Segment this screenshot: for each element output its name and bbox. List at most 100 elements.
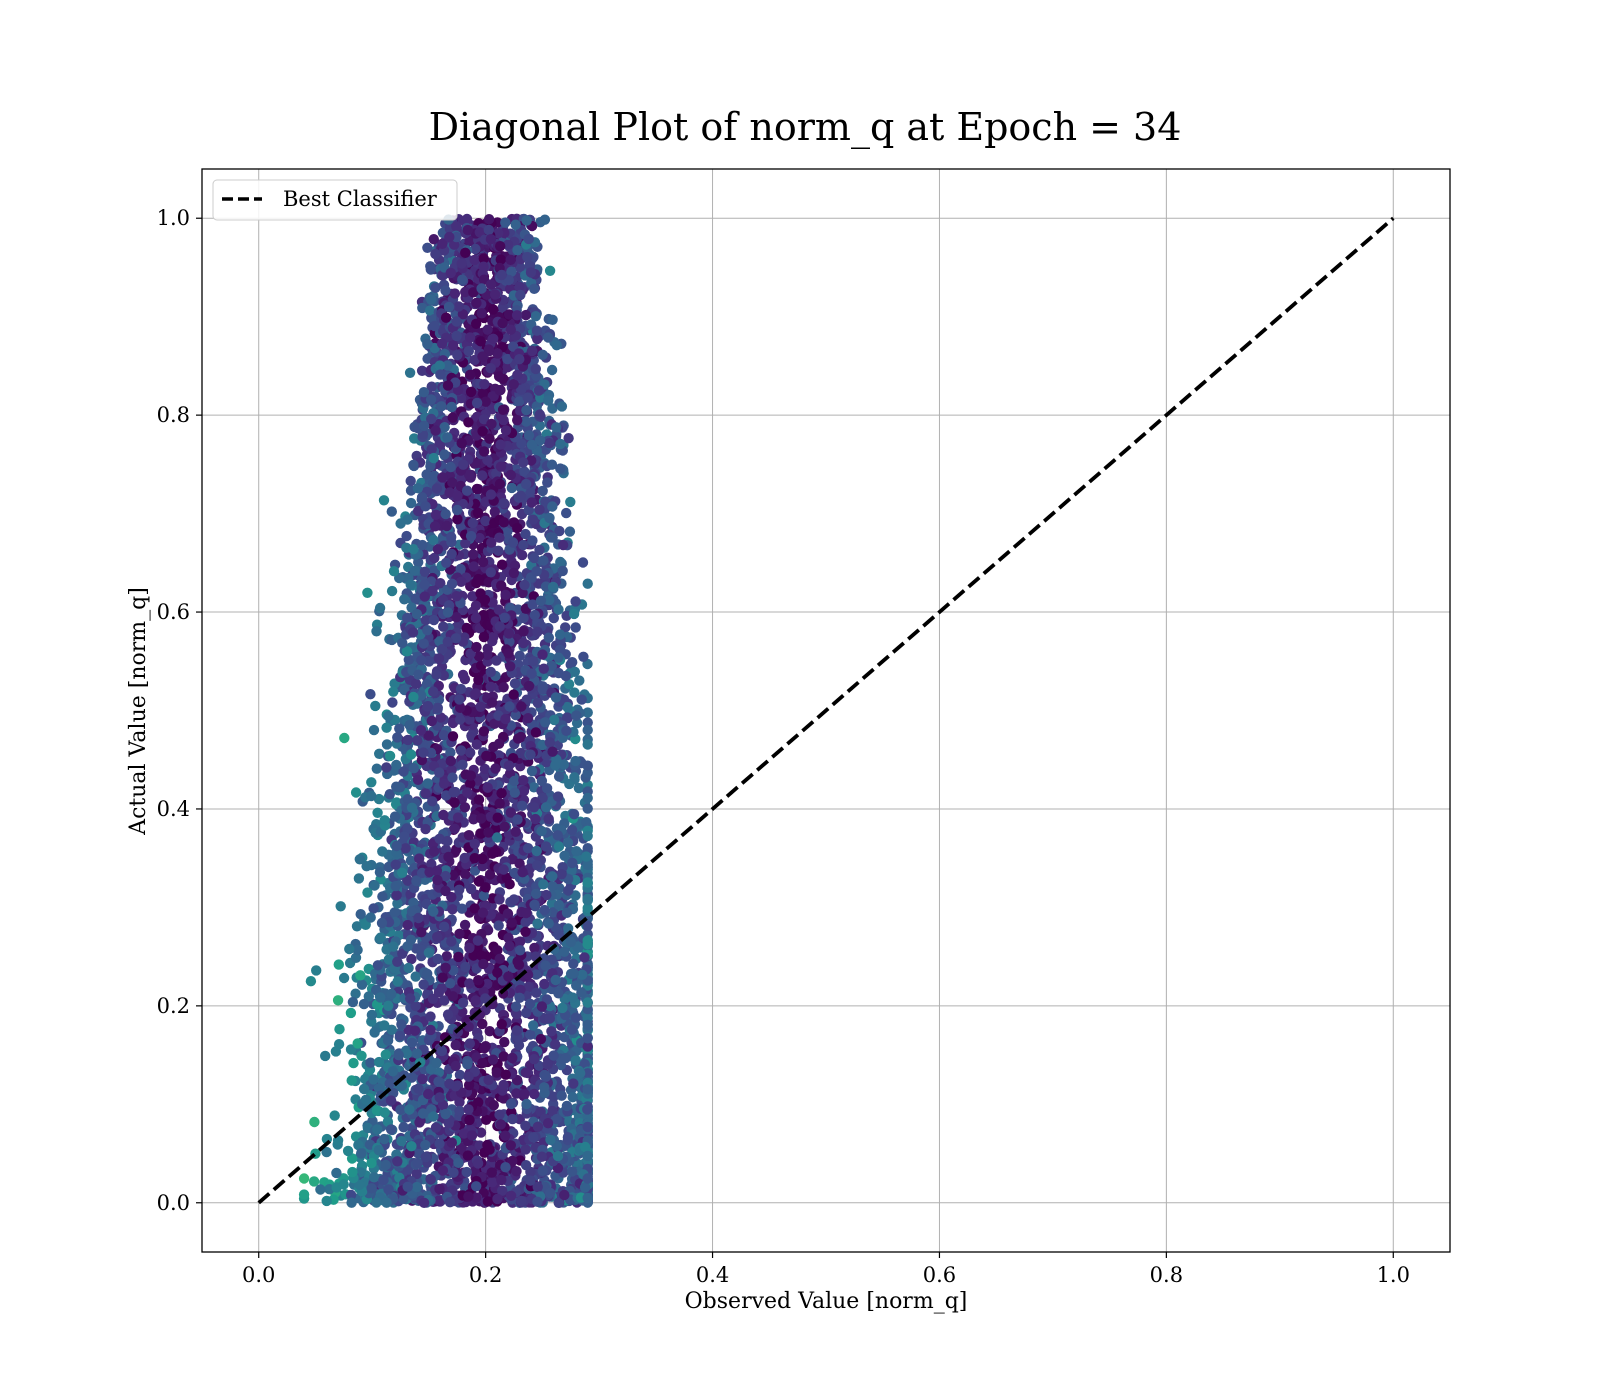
scatter-point — [309, 1116, 320, 1128]
scatter-point — [377, 891, 388, 902]
scatter-point — [446, 401, 457, 413]
scatter-point — [500, 1130, 511, 1141]
scatter-point — [366, 1009, 378, 1021]
scatter-point — [374, 867, 386, 878]
scatter-point — [515, 490, 527, 501]
scatter-point — [436, 401, 447, 412]
scatter-point — [570, 596, 581, 607]
scatter-point — [577, 557, 589, 568]
scatter-point — [543, 395, 554, 406]
scatter-point — [371, 763, 382, 774]
scatter-point — [460, 869, 471, 880]
scatter-point — [438, 621, 449, 632]
scatter-point — [395, 1104, 406, 1115]
scatter-point — [412, 735, 423, 746]
scatter-point — [512, 245, 523, 256]
scatter-point — [362, 887, 373, 898]
scatter-point — [338, 1179, 349, 1190]
scatter-point — [441, 557, 452, 568]
scatter-point — [551, 340, 562, 351]
scatter-point — [425, 1024, 436, 1036]
scatter-point — [446, 548, 457, 560]
scatter-point — [410, 678, 422, 689]
scatter-point — [518, 785, 530, 797]
scatter-point — [480, 515, 491, 527]
scatter-point — [391, 890, 402, 901]
scatter-point — [401, 530, 412, 542]
scatter-point — [514, 992, 525, 1003]
scatter-point — [471, 641, 482, 653]
scatter-point — [368, 724, 380, 736]
scatter-point — [426, 444, 437, 455]
scatter-point — [478, 726, 490, 737]
scatter-point — [308, 1176, 320, 1187]
scatter-point — [553, 652, 564, 663]
scatter-point — [433, 653, 445, 664]
scatter-point — [561, 507, 572, 519]
scatter-point — [582, 792, 593, 804]
scatter-point — [348, 1057, 359, 1069]
scatter-point — [409, 1025, 421, 1036]
scatter-point — [582, 578, 593, 589]
scatter-point — [559, 1189, 570, 1201]
scatter-point — [378, 495, 390, 506]
scatter-point — [559, 946, 570, 957]
scatter-point — [422, 338, 433, 350]
scatter-point — [379, 1133, 390, 1145]
scatter-point — [402, 919, 413, 931]
scatter-point — [436, 1045, 448, 1057]
scatter-point — [582, 939, 593, 950]
scatter-point — [442, 607, 454, 618]
scatter-point — [527, 345, 538, 357]
scatter-point — [374, 602, 386, 614]
scatter-point — [432, 874, 443, 886]
scatter-point — [518, 612, 529, 624]
scatter-point — [466, 1130, 478, 1141]
scatter-point — [442, 432, 453, 443]
scatter-point — [366, 1157, 377, 1169]
scatter-point — [512, 733, 524, 744]
scatter-point — [463, 1191, 474, 1202]
scatter-point — [520, 917, 531, 928]
scatter-point — [473, 794, 485, 805]
scatter-point — [491, 655, 502, 666]
scatter-point — [472, 1158, 484, 1169]
scatter-point — [329, 1110, 340, 1121]
scatter-point — [432, 953, 443, 965]
scatter-point — [514, 650, 525, 661]
scatter-point — [488, 1100, 499, 1111]
scatter-point — [570, 1055, 581, 1066]
scatter-point — [500, 713, 511, 725]
scatter-point — [454, 1069, 466, 1081]
scatter-point — [356, 979, 368, 990]
scatter-point — [518, 775, 529, 786]
scatter-point — [428, 614, 440, 626]
scatter-point — [551, 422, 562, 433]
scatter-point — [384, 1078, 395, 1089]
scatter-point — [496, 1174, 507, 1186]
scatter-point — [566, 1024, 578, 1035]
scatter-point — [398, 1122, 409, 1133]
scatter-point — [535, 595, 547, 606]
scatter-point — [335, 901, 346, 912]
scatter-point — [532, 697, 543, 708]
scatter-point — [321, 1195, 332, 1207]
scatter-point — [539, 904, 550, 916]
scatter-point — [413, 1083, 424, 1094]
scatter-point — [356, 1050, 367, 1062]
scatter-point — [425, 1011, 436, 1022]
scatter-point — [462, 787, 473, 798]
scatter-point — [500, 589, 511, 600]
scatter-point — [465, 369, 476, 380]
scatter-point — [494, 894, 505, 905]
scatter-point — [487, 1177, 498, 1188]
scatter-point — [514, 354, 525, 365]
scatter-point — [522, 251, 533, 263]
scatter-point — [416, 492, 428, 503]
scatter-point — [486, 418, 497, 430]
scatter-point — [475, 336, 486, 347]
scatter-point — [426, 715, 437, 727]
scatter-point — [471, 483, 483, 495]
scatter-point — [430, 509, 442, 520]
